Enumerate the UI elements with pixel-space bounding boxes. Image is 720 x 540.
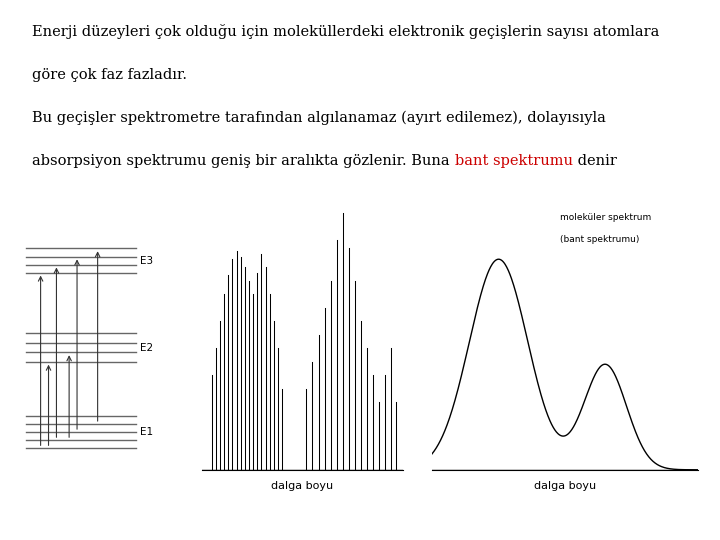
Text: E1: E1 xyxy=(140,427,153,437)
Text: göre çok faz fazladır.: göre çok faz fazladır. xyxy=(32,68,187,82)
Text: bant spektrumu: bant spektrumu xyxy=(454,154,572,168)
Text: absorpsiyon spektrumu geniş bir aralıkta gözlenir. Buna: absorpsiyon spektrumu geniş bir aralıkta… xyxy=(32,154,454,168)
X-axis label: dalga boyu: dalga boyu xyxy=(271,481,333,491)
Text: moleküler spektrum: moleküler spektrum xyxy=(560,213,651,222)
Text: (bant spektrumu): (bant spektrumu) xyxy=(560,235,639,244)
Text: Bu geçişler spektrometre tarafından algılanamaz (ayırt edilemez), dolayısıyla: Bu geçişler spektrometre tarafından algı… xyxy=(32,111,606,125)
Text: E2: E2 xyxy=(140,342,153,353)
X-axis label: dalga boyu: dalga boyu xyxy=(534,481,596,491)
Text: Enerji düzeyleri çok olduğu için moleküllerdeki elektronik geçişlerin sayısı ato: Enerji düzeyleri çok olduğu için molekül… xyxy=(32,24,660,39)
Text: E3: E3 xyxy=(140,255,153,266)
Text: denir: denir xyxy=(572,154,616,168)
